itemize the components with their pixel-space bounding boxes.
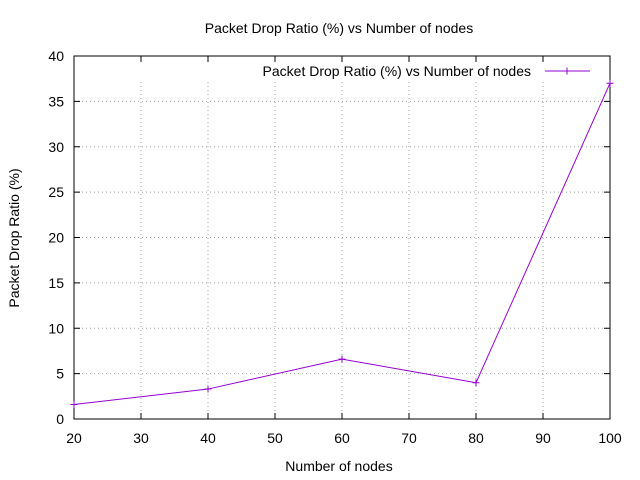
grid bbox=[74, 82, 610, 419]
x-tick-label: 90 bbox=[535, 430, 551, 446]
legend-label: Packet Drop Ratio (%) vs Number of nodes bbox=[263, 63, 531, 79]
x-tick-label: 100 bbox=[598, 430, 622, 446]
y-tick-label: 5 bbox=[56, 366, 64, 382]
legend-marker-sample bbox=[563, 67, 571, 75]
tick-labels: 20 30 40 50 60 70 80 90 100 0 5 10 15 20 25 30 35 40 bbox=[48, 48, 621, 446]
x-tick-label: 20 bbox=[66, 430, 82, 446]
x-tick-label: 50 bbox=[267, 430, 283, 446]
data-point-marker bbox=[338, 355, 346, 363]
y-tick-label: 15 bbox=[48, 275, 64, 291]
x-tick-label: 40 bbox=[200, 430, 216, 446]
y-axis-label: Packet Drop Ratio (%) bbox=[6, 168, 22, 307]
x-tick-label: 60 bbox=[334, 430, 350, 446]
x-tick-label: 30 bbox=[133, 430, 149, 446]
series-group bbox=[70, 79, 614, 408]
y-tick-label: 25 bbox=[48, 184, 64, 200]
ticks bbox=[73, 55, 611, 420]
y-tick-label: 0 bbox=[56, 411, 64, 427]
x-tick-label: 80 bbox=[468, 430, 484, 446]
chart-title: Packet Drop Ratio (%) vs Number of nodes bbox=[205, 20, 473, 36]
data-point-marker bbox=[606, 79, 614, 87]
data-point-marker bbox=[472, 379, 480, 387]
y-tick-label: 30 bbox=[48, 139, 64, 155]
legend: Packet Drop Ratio (%) vs Number of nodes bbox=[263, 63, 590, 79]
x-axis-label: Number of nodes bbox=[285, 458, 392, 474]
x-tick-label: 70 bbox=[401, 430, 417, 446]
y-tick-label: 35 bbox=[48, 93, 64, 109]
y-tick-label: 40 bbox=[48, 48, 64, 64]
y-tick-label: 10 bbox=[48, 320, 64, 336]
y-tick-label: 20 bbox=[48, 230, 64, 246]
data-point-marker bbox=[70, 400, 78, 408]
data-point-marker bbox=[204, 385, 212, 393]
